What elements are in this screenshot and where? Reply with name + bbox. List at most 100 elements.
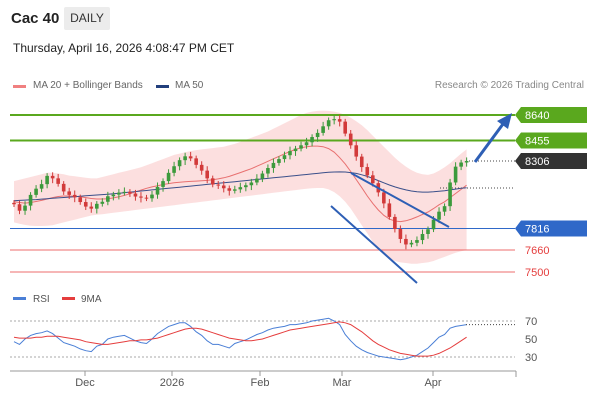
x-tick-label-4: Apr xyxy=(424,377,441,389)
candle-20 xyxy=(122,187,127,196)
candle-56 xyxy=(321,121,325,136)
x-tick-label-2: Feb xyxy=(251,377,270,389)
candle-body-36 xyxy=(210,178,215,185)
candle-body-81 xyxy=(459,162,463,167)
candle-body-71 xyxy=(404,238,408,245)
candle-41 xyxy=(238,182,243,193)
candle-42 xyxy=(244,182,248,192)
candle-body-5 xyxy=(39,184,44,189)
candle-body-37 xyxy=(216,184,221,186)
candle-body-31 xyxy=(183,156,187,161)
level-label-4: 7660 xyxy=(525,245,549,257)
rsi-ma-legend-swatch xyxy=(62,297,75,300)
candle-body-59 xyxy=(337,119,342,122)
candle-26 xyxy=(155,182,160,199)
level-tag-bg-3 xyxy=(515,220,587,237)
candle-body-82 xyxy=(464,160,469,163)
candle-body-64 xyxy=(365,167,370,176)
candle-81 xyxy=(459,159,463,171)
candle-62 xyxy=(354,140,359,161)
candle-60 xyxy=(343,118,347,137)
candle-29 xyxy=(172,161,176,177)
candle-0 xyxy=(12,200,16,207)
candle-4 xyxy=(34,185,38,198)
ma50-legend-swatch xyxy=(156,85,169,88)
candle-14 xyxy=(89,202,94,213)
rsi-series-0 xyxy=(13,317,467,361)
candle-body-60 xyxy=(343,121,347,134)
candle-72 xyxy=(409,240,414,248)
level-tag-bg-1 xyxy=(515,132,587,149)
candle-body-23 xyxy=(139,196,143,198)
candle-body-45 xyxy=(260,173,265,179)
candle-body-46 xyxy=(266,168,270,174)
candle-body-25 xyxy=(150,194,154,199)
candle-82 xyxy=(464,157,469,167)
candle-1 xyxy=(17,200,22,215)
candle-33 xyxy=(194,155,198,169)
candle-body-28 xyxy=(166,172,171,182)
candle-body-14 xyxy=(89,206,94,209)
candle-body-9 xyxy=(61,183,66,192)
candle-body-56 xyxy=(321,126,325,133)
candle-body-34 xyxy=(199,164,204,171)
candle-body-57 xyxy=(326,120,331,127)
candle-28 xyxy=(166,169,171,184)
candle-61 xyxy=(348,130,353,149)
bollinger-legend-swatch xyxy=(13,85,26,88)
candle-5 xyxy=(39,179,44,193)
candle-48 xyxy=(277,156,281,166)
candle-71 xyxy=(404,234,408,250)
candle-2 xyxy=(23,201,27,215)
level-label-3: 7816 xyxy=(525,223,549,235)
candle-25 xyxy=(150,191,154,202)
candle-53 xyxy=(304,137,309,149)
candle-15 xyxy=(95,201,99,214)
x-tick-label-0: Dec xyxy=(75,377,95,389)
candle-50 xyxy=(288,146,292,160)
candle-body-73 xyxy=(415,240,419,243)
projection-arrow-head xyxy=(497,113,512,129)
research-credit: Research © 2026 Trading Central xyxy=(434,80,584,91)
candle-body-30 xyxy=(177,160,182,167)
candle-73 xyxy=(415,236,419,247)
ma20-line xyxy=(13,145,467,223)
candle-34 xyxy=(199,161,204,175)
candle-body-74 xyxy=(420,233,425,241)
candle-body-35 xyxy=(205,170,209,179)
candle-70 xyxy=(398,225,403,244)
level-tag-bg-0 xyxy=(515,107,587,123)
rsi-legend-label: RSI xyxy=(33,294,50,305)
candle-43 xyxy=(249,178,254,191)
x-tick-label-1: 2026 xyxy=(160,377,184,389)
candle-body-50 xyxy=(288,151,292,156)
candle-19 xyxy=(117,189,121,200)
candle-body-75 xyxy=(426,229,430,234)
candle-75 xyxy=(426,226,430,239)
candle-body-4 xyxy=(34,188,38,195)
candle-64 xyxy=(365,163,370,179)
candle-body-38 xyxy=(221,185,226,189)
ma50-line xyxy=(13,171,467,202)
price-plot-area: 8640 8455 8306 7816 7660 7500 xyxy=(10,107,587,284)
tab-daily[interactable]: DAILY xyxy=(64,7,110,30)
candle-body-44 xyxy=(255,178,259,183)
candle-body-39 xyxy=(227,188,232,191)
candle-body-42 xyxy=(244,185,248,188)
chart-header: Cac 40 DAILY xyxy=(0,0,590,34)
candle-51 xyxy=(293,145,298,156)
candle-body-2 xyxy=(23,205,27,211)
candle-body-43 xyxy=(249,182,254,186)
candle-79 xyxy=(448,178,452,211)
candle-58 xyxy=(332,115,336,125)
candle-9 xyxy=(61,181,66,195)
level-tag-bg-2 xyxy=(515,152,587,169)
candle-body-26 xyxy=(155,186,160,195)
candle-body-41 xyxy=(238,187,243,190)
candle-31 xyxy=(183,152,187,165)
candle-8 xyxy=(56,173,60,187)
candle-body-19 xyxy=(117,192,121,195)
candle-35 xyxy=(205,166,209,184)
rsi-plot-area: 70 50 30 RSI 9MA Dec 2026 Feb Mar Apr xyxy=(10,294,537,389)
